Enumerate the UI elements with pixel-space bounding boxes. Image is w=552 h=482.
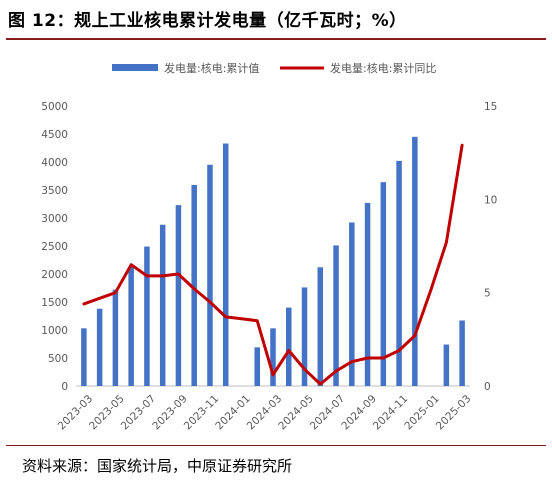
bar (222, 143, 229, 386)
bar (207, 164, 213, 386)
bar (286, 307, 292, 386)
bar-series (81, 136, 465, 386)
bar (159, 224, 166, 386)
bar (96, 308, 103, 386)
bar (349, 222, 355, 386)
title-divider (6, 38, 546, 40)
bar (412, 136, 418, 386)
bar (144, 246, 150, 386)
y-left-tick-label: 2000 (41, 269, 68, 281)
yoy-line (82, 143, 464, 386)
bar (81, 328, 87, 386)
legend-bar-swatch (112, 64, 158, 71)
y-right-tick-label: 15 (484, 101, 497, 113)
y-left-tick-label: 4500 (41, 129, 68, 141)
x-tick-label: 2025-03 (434, 393, 474, 433)
bar (317, 267, 324, 386)
y-left-tick-label: 2500 (41, 241, 68, 253)
y-right-tick-label: 10 (484, 194, 497, 206)
bar (112, 289, 119, 386)
bar (254, 347, 260, 386)
bar (333, 245, 339, 386)
bar (128, 266, 134, 386)
bar (396, 160, 402, 386)
chart: 发电量:核电:累计值 发电量:核电:累计同比 0 500 1000 1500 2000 25… (41, 61, 497, 433)
bar (191, 184, 197, 386)
y-left-tick-label: 3500 (41, 185, 68, 197)
y-left-tick-label: 5000 (41, 101, 68, 113)
y-left-tick-label: 4000 (41, 157, 68, 169)
bar (443, 344, 450, 386)
source-note: 资料来源：国家统计局，中原证券研究所 (22, 457, 293, 475)
bar (270, 328, 276, 386)
bar (301, 287, 308, 386)
bar (364, 202, 371, 386)
chart-title: 图 12：规上工业核电累计发电量（亿千瓦时；%） (8, 11, 407, 31)
y-left-tick-label: 0 (61, 381, 68, 393)
bar (380, 182, 387, 386)
y-left-tick-label: 500 (48, 353, 68, 365)
source-divider (6, 445, 546, 446)
legend-bar-label: 发电量:核电:累计值 (164, 61, 259, 75)
bar (175, 205, 182, 386)
y-right-tick-label: 0 (484, 381, 491, 393)
legend-line-label: 发电量:核电:累计同比 (330, 61, 436, 75)
y-left-tick-label: 3000 (41, 213, 68, 225)
y-axis-right: 0 5 10 15 (484, 101, 497, 393)
y-axis-left: 0 500 1000 1500 2000 2500 3000 3500 4000 4500 5000 (41, 101, 68, 393)
y-right-tick-label: 5 (484, 288, 491, 300)
y-left-tick-label: 1000 (41, 325, 68, 337)
x-axis: 2023-032023-052023-072023-092023-112024-… (56, 385, 474, 433)
y-left-tick-label: 1500 (41, 297, 68, 309)
bar (459, 320, 465, 386)
line-series (82, 143, 464, 386)
legend: 发电量:核电:累计值 发电量:核电:累计同比 (112, 61, 436, 75)
